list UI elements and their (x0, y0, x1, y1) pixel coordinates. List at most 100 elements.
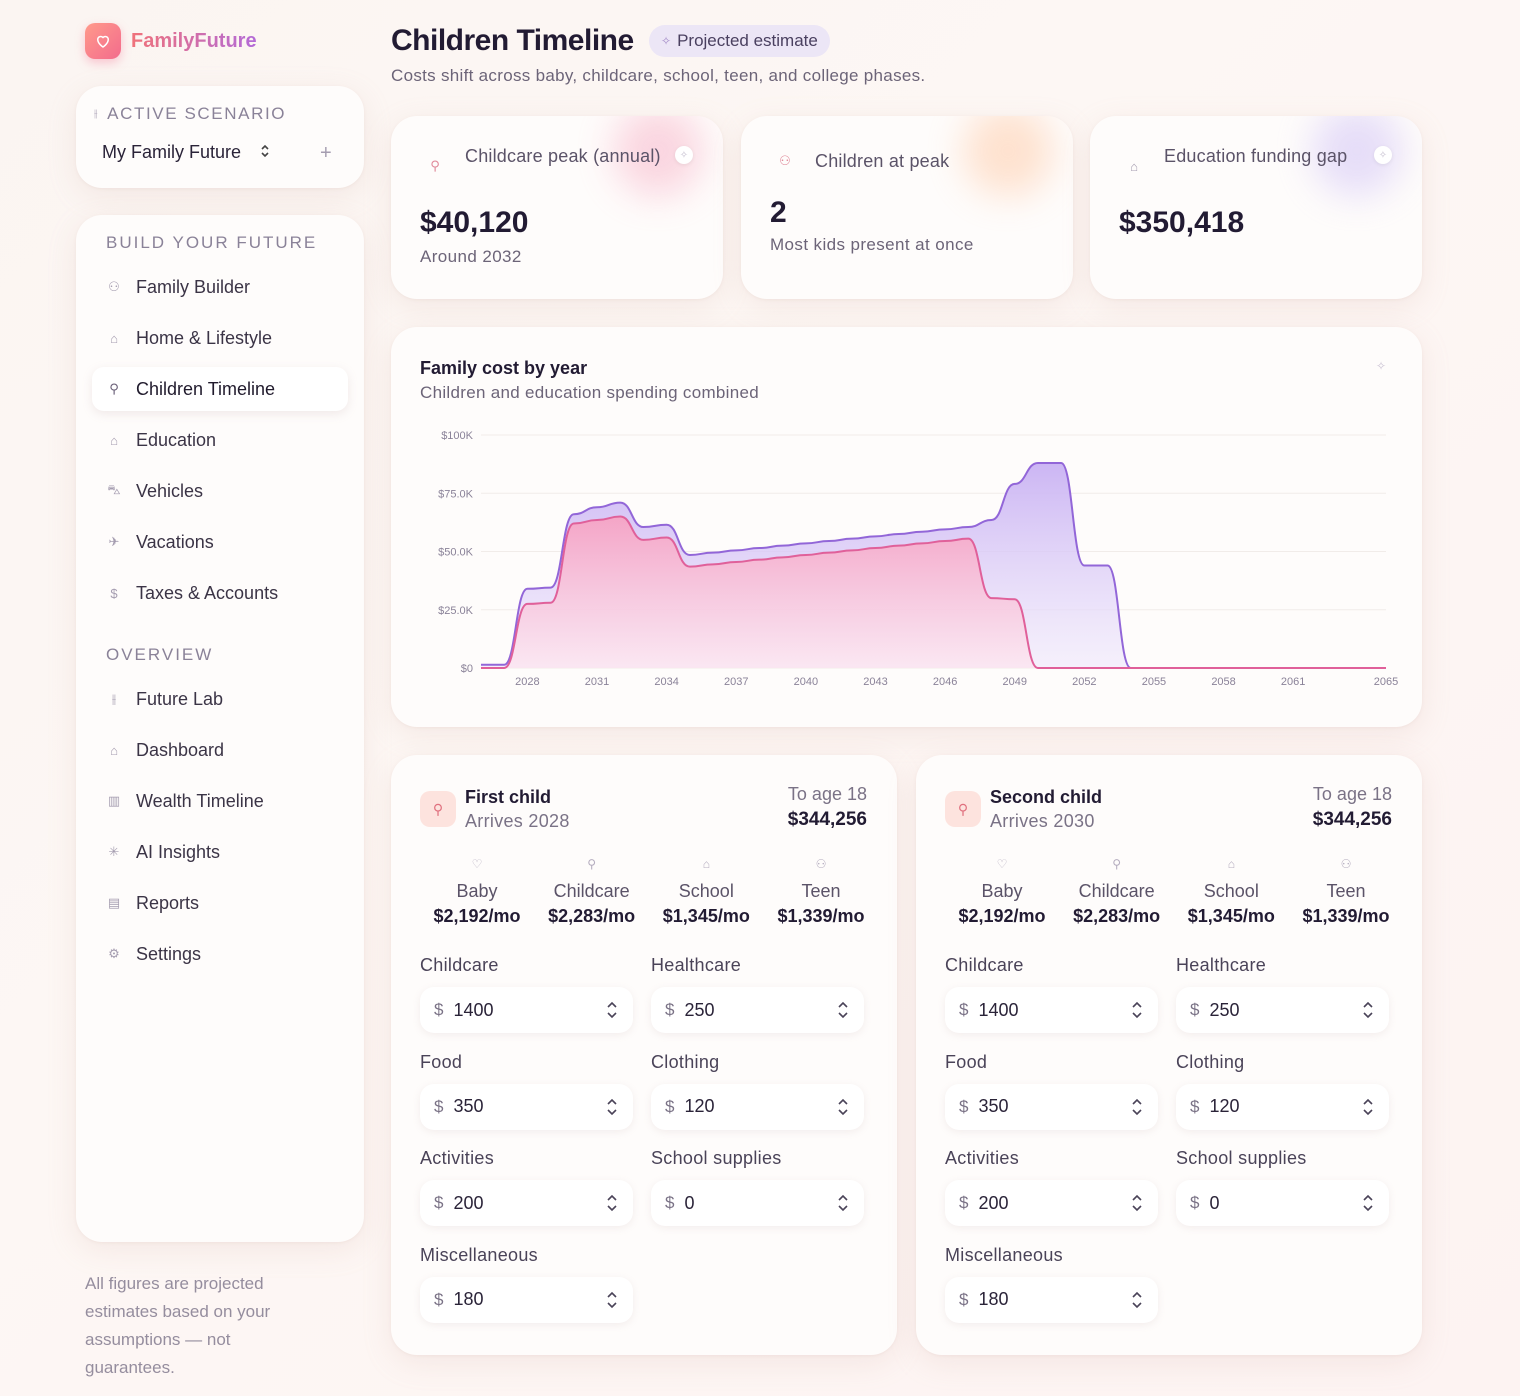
stat-note: Around 2032 (420, 247, 522, 266)
info-icon[interactable]: ✧ (675, 146, 693, 164)
stepper-icon[interactable] (605, 1192, 619, 1214)
stepper-icon[interactable] (1130, 1192, 1144, 1214)
sidebar-item-settings[interactable]: ⚙ Settings (92, 932, 348, 976)
x-tick-label: 2043 (863, 676, 887, 688)
stepper-icon[interactable] (605, 1289, 619, 1311)
currency-symbol: $ (434, 1193, 444, 1212)
stepper-icon[interactable] (1130, 1289, 1144, 1311)
brand[interactable]: FamilyFuture (85, 23, 257, 59)
phase-monthly-cost: $1,339/mo (777, 906, 865, 926)
child-arrival: Arrives 2028 (465, 811, 570, 831)
childcare-input[interactable]: $ 1400 (945, 987, 1158, 1033)
sidebar-item-education[interactable]: ⌂ Education (92, 418, 348, 462)
stepper-icon[interactable] (1361, 1096, 1375, 1118)
stepper-icon[interactable] (1361, 999, 1375, 1021)
x-tick-label: 2052 (1072, 676, 1096, 688)
currency-symbol: $ (434, 1096, 444, 1116)
sidebar-item-taxes-accounts[interactable]: $ Taxes & Accounts (92, 571, 348, 615)
chart-subtitle: Children and education spending combined (420, 383, 760, 402)
phase-monthly-cost: $1,345/mo (662, 906, 750, 926)
sidebar-item-future-lab[interactable]: ⫲ Future Lab (92, 677, 348, 721)
food-label: Food (420, 1051, 463, 1072)
child-icon: ⚲ (109, 381, 119, 396)
clothing-input[interactable]: $ 120 (651, 1083, 864, 1130)
child-total-cost: $344,256 (787, 809, 867, 830)
bar-chart-icon: ▥ (107, 793, 121, 808)
childcare-label: Childcare (945, 955, 1024, 975)
input-value: 250 (684, 999, 715, 1020)
stepper-icon[interactable] (1130, 999, 1144, 1021)
stepper-icon[interactable] (836, 999, 850, 1021)
food-input[interactable]: $ 350 (420, 1083, 633, 1130)
sidebar-item-label: Home & Lifestyle (136, 327, 273, 348)
sidebar-item-label: Vehicles (136, 480, 204, 501)
stepper-icon[interactable] (1361, 1192, 1375, 1214)
sidebar-item-ai-insights[interactable]: ✳ AI Insights (92, 830, 348, 874)
sidebar-item-dashboard[interactable]: ⌂ Dashboard (92, 728, 348, 772)
x-tick-label: 2040 (794, 676, 818, 688)
stat-childcare-peak: ⚲ Childcare peak (annual) $40,120 Around… (391, 116, 723, 299)
activities-label: Activities (945, 1148, 1020, 1168)
activities-input[interactable]: $ 200 (420, 1180, 633, 1226)
phase-baby: ♡ Baby $2,192/mo (945, 857, 1059, 927)
stepper-icon[interactable] (1130, 1096, 1144, 1118)
sidebar-item-vehicles[interactable]: ⛍ Vehicles (92, 469, 348, 513)
currency-symbol: $ (959, 1000, 969, 1019)
school-supplies-input[interactable]: $ 0 (651, 1180, 864, 1226)
info-icon[interactable]: ✧ (1375, 359, 1386, 373)
people-icon: ⚇ (815, 857, 827, 871)
y-tick-label: $50.0K (438, 547, 474, 559)
currency-symbol: $ (959, 1289, 969, 1309)
clothing-input[interactable]: $ 120 (1176, 1083, 1389, 1130)
miscellaneous-input[interactable]: $ 180 (945, 1276, 1158, 1323)
stat-education-gap: ⌂ Education funding gap $350,418 ✧ (1090, 116, 1422, 299)
add-scenario-button[interactable]: + (320, 142, 332, 164)
stepper-icon[interactable] (836, 1096, 850, 1118)
school-supplies-input[interactable]: $ 0 (1176, 1180, 1389, 1226)
input-value: 0 (684, 1192, 695, 1213)
sidebar-item-reports[interactable]: ▤ Reports (92, 881, 348, 925)
child-icon: ⚲ (420, 791, 456, 827)
dollar-icon: $ (110, 585, 118, 601)
child-name: First child (465, 787, 552, 807)
stepper-icon[interactable] (605, 1096, 619, 1118)
phase-monthly-cost: $2,192/mo (433, 906, 521, 926)
stat-label: Childcare peak (annual) (465, 146, 661, 166)
sidebar-item-label: Dashboard (136, 739, 225, 760)
currency-symbol: $ (1190, 1000, 1200, 1019)
sidebar-item-children-timeline[interactable]: ⚲ Children Timeline (92, 367, 348, 411)
stepper-icon[interactable] (836, 1192, 850, 1214)
healthcare-input[interactable]: $ 250 (1176, 987, 1389, 1033)
stepper-icon[interactable] (605, 999, 619, 1021)
info-icon[interactable]: ✧ (1374, 146, 1392, 164)
miscellaneous-input[interactable]: $ 180 (420, 1276, 633, 1323)
scenario-header-label: ACTIVE SCENARIO (107, 104, 287, 123)
phase-baby: ♡ Baby $2,192/mo (420, 857, 534, 927)
projected-badge: ✧ Projected estimate (649, 25, 830, 57)
sidebar-item-home-lifestyle[interactable]: ⌂ Home & Lifestyle (92, 316, 348, 360)
sidebar-item-vacations[interactable]: ✈ Vacations (92, 520, 348, 564)
phase-teen: ⚇ Teen $1,339/mo (764, 857, 878, 927)
chart-title: Family cost by year (420, 358, 588, 378)
sidebar-item-family-builder[interactable]: ⚇ Family Builder (92, 265, 348, 309)
currency-symbol: $ (959, 1096, 969, 1116)
currency-symbol: $ (434, 1289, 444, 1309)
input-value: 0 (1209, 1192, 1220, 1213)
x-tick-label: 2028 (515, 676, 539, 688)
sliders-icon: ⫲ (111, 691, 117, 706)
currency-symbol: $ (665, 1193, 675, 1212)
heart-icon (85, 23, 121, 59)
phase-monthly-cost: $2,283/mo (548, 906, 636, 926)
x-tick-label: 2065 (1374, 676, 1398, 688)
sidebar-item-label: Taxes & Accounts (136, 582, 279, 603)
childcare-input[interactable]: $ 1400 (420, 987, 633, 1033)
healthcare-input[interactable]: $ 250 (651, 987, 864, 1033)
phase-school: ⌂ School $1,345/mo (1174, 857, 1288, 927)
sidebar-item-label: Wealth Timeline (136, 790, 264, 811)
sidebar-item-wealth-timeline[interactable]: ▥ Wealth Timeline (92, 779, 348, 823)
food-input[interactable]: $ 350 (945, 1083, 1158, 1130)
activities-input[interactable]: $ 200 (945, 1180, 1158, 1226)
graduation-cap-icon: ⌂ (1227, 857, 1235, 871)
children-cost-series-area (481, 516, 1386, 668)
scenario-select[interactable]: My Family Future (102, 142, 271, 163)
